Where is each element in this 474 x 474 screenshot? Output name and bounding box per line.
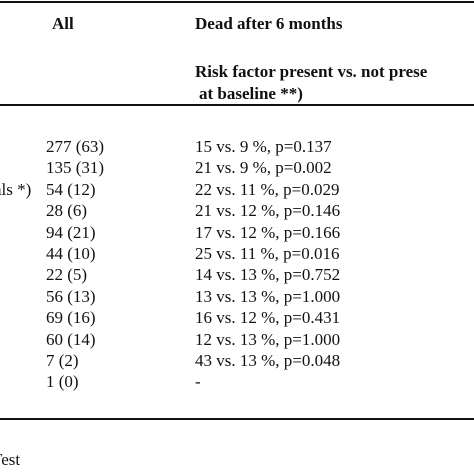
header-dead-after-6-months: Dead after 6 months [195, 14, 343, 33]
table-top-rule [0, 1, 474, 3]
cell-all: 28 (6) [46, 201, 88, 221]
footnote: Test [0, 450, 21, 469]
cell-all: 277 (63) [46, 137, 105, 156]
table-row: 28 (6) 21 vs. 12 %, p=0.146 [0, 200, 474, 221]
cell-dead: 17 vs. 12 %, p=0.166 [195, 222, 341, 242]
cell-dead: 21 vs. 9 %, p=0.002 [195, 158, 332, 178]
table-bottom-rule [0, 418, 474, 420]
table-row: 277 (63) 15 vs. 9 %, p=0.137 [0, 136, 474, 157]
cell-dead: 43 vs. 13 %, p=0.048 [195, 350, 341, 370]
header-risk-factor-line2: at baseline **) [199, 84, 303, 103]
table-row: 7 (2) 43 vs. 13 %, p=0.048 [0, 350, 474, 371]
cell-all: 1 (0) [46, 372, 79, 392]
table-row: 60 (14) 12 vs. 13 %, p=1.000 [0, 329, 474, 350]
row-label: als *) [0, 179, 32, 199]
table-row: 69 (16) 16 vs. 12 %, p=0.431 [0, 307, 474, 328]
table-row: 94 (21) 17 vs. 12 %, p=0.166 [0, 222, 474, 243]
cell-all: 56 (13) [46, 286, 96, 306]
cell-all: 135 (31) [46, 158, 105, 178]
cell-dead: 25 vs. 11 %, p=0.016 [195, 243, 340, 263]
cell-all: 44 (10) [46, 243, 96, 263]
table-header-rule [0, 104, 474, 106]
cell-dead: 14 vs. 13 %, p=0.752 [195, 265, 341, 285]
cell-dead: 15 vs. 9 %, p=0.137 [195, 137, 332, 156]
cell-all: 7 (2) [46, 350, 79, 370]
table-body: 277 (63) 15 vs. 9 %, p=0.137 135 (31) 21… [0, 136, 474, 393]
cell-dead: 13 vs. 13 %, p=1.000 [195, 286, 341, 306]
table-row: 44 (10) 25 vs. 11 %, p=0.016 [0, 243, 474, 264]
cell-dead: 12 vs. 13 %, p=1.000 [195, 329, 341, 349]
cell-dead: 16 vs. 12 %, p=0.431 [195, 308, 341, 328]
cell-dead: 22 vs. 11 %, p=0.029 [195, 179, 340, 199]
cell-all: 60 (14) [46, 329, 96, 349]
cell-all: 54 (12) [46, 179, 96, 199]
cell-dead: 21 vs. 12 %, p=0.146 [195, 201, 341, 221]
cell-dead: - [195, 372, 201, 392]
cell-all: 69 (16) [46, 308, 96, 328]
header-risk-factor-line1: Risk factor present vs. not prese [195, 62, 428, 81]
header-all: All [52, 14, 74, 33]
table-row: 1 (0) - [0, 371, 474, 392]
cell-all: 94 (21) [46, 222, 96, 242]
table-row: 22 (5) 14 vs. 13 %, p=0.752 [0, 264, 474, 285]
cell-all: 22 (5) [46, 265, 88, 285]
table-row: 135 (31) 21 vs. 9 %, p=0.002 [0, 157, 474, 178]
table-row: als *) 54 (12) 22 vs. 11 %, p=0.029 [0, 179, 474, 200]
table-row: 56 (13) 13 vs. 13 %, p=1.000 [0, 286, 474, 307]
